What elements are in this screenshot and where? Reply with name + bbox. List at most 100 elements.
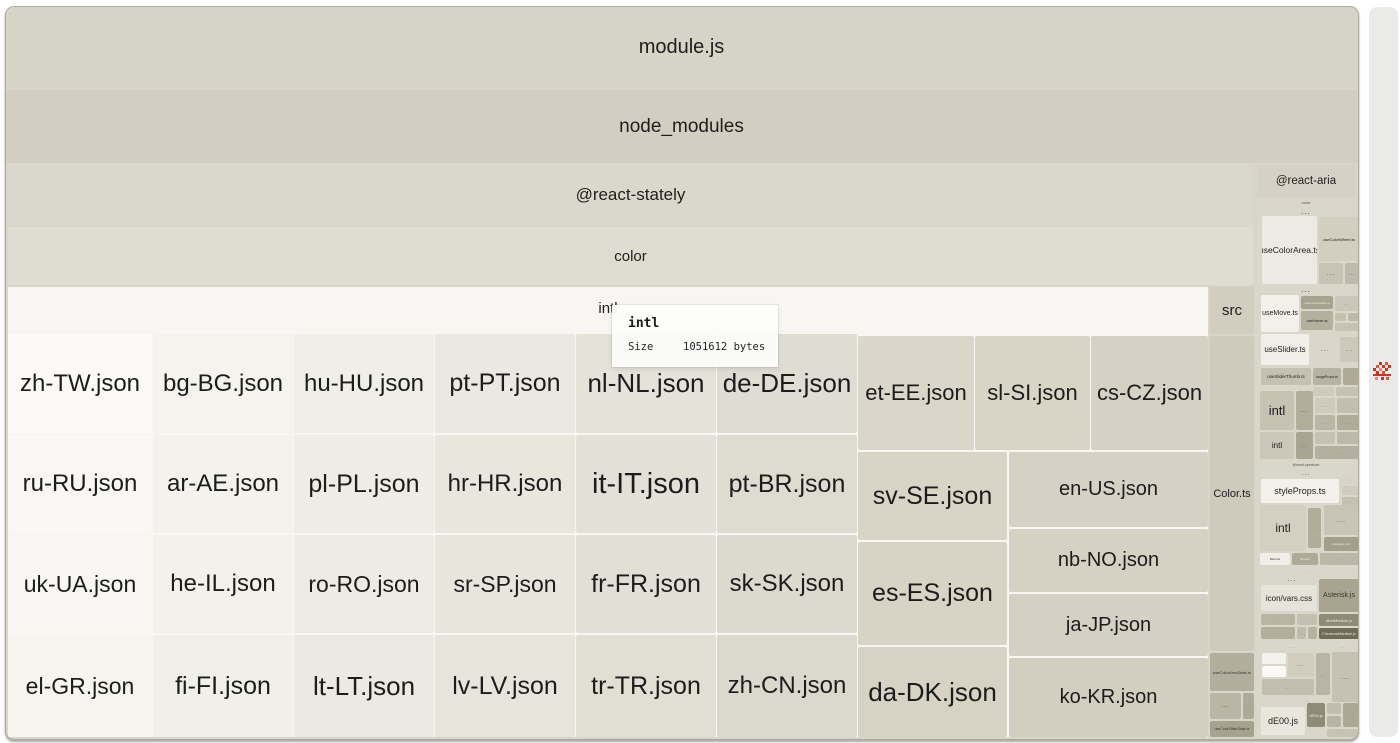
treemap-band-react-aria[interactable]: @react-aria (1257, 164, 1355, 198)
cell-aria-intl-3[interactable]: intl (1260, 505, 1306, 551)
cell-use-move-ts[interactable]: useMove.ts (1261, 295, 1299, 332)
cell-sl-si-json[interactable]: sl-SI.json (975, 336, 1090, 450)
cell-aria-more[interactable]: ... (1315, 415, 1335, 430)
cell-da-dk-json[interactable]: da-DK.json (858, 647, 1007, 737)
cell-aria-more[interactable]: ... (1315, 446, 1358, 459)
cell-use-color-wheel-ts[interactable]: useColorWheel.ts (1319, 217, 1358, 261)
treemap-band-react-stately[interactable]: @react-stately (8, 164, 1253, 225)
cell-lv-lv-json[interactable]: lv-LV.json (435, 635, 575, 737)
treemap-band-module-js[interactable]: module.js (6, 7, 1357, 88)
cell-aria-more[interactable]: ... (1262, 666, 1286, 677)
cell-range-props-ts[interactable]: rangeProps.ts (1313, 368, 1341, 385)
cell-aria-more[interactable]: ... (1337, 415, 1358, 430)
cell-style-props-ts[interactable]: styleProps.ts (1261, 479, 1339, 503)
cell-aria-more[interactable]: ... (1327, 703, 1341, 714)
cell-pl-pl-json[interactable]: pl-PL.json (294, 435, 434, 533)
cell-aria-more[interactable]: ... (1343, 368, 1358, 385)
cell-sr-sp-json[interactable]: sr-SP.json (435, 535, 575, 633)
cell-de-de-json[interactable]: de-DE.json (717, 334, 857, 433)
cell-aria-more[interactable]: ... (1288, 653, 1314, 677)
cell-ja-jp-json[interactable]: ja-JP.json (1009, 594, 1208, 656)
cell-aria-more[interactable]: ... (1296, 432, 1313, 459)
cell-aria-more[interactable]: ... (1262, 679, 1314, 695)
cell-src-more[interactable]: ... (1210, 693, 1241, 719)
cell-icon-vars-css[interactable]: icon/vars.css (1261, 585, 1317, 611)
cell-aria-more[interactable]: ... (1336, 387, 1358, 396)
cell-sv-se-json[interactable]: sv-SE.json (858, 452, 1007, 540)
cell-aria-more[interactable]: ... (1297, 627, 1306, 639)
cell-aria-more[interactable]: ... (1319, 263, 1343, 284)
cell-tr-tr-json[interactable]: tr-TR.json (576, 635, 716, 737)
cell-checkmark-medium-js[interactable]: CheckmarkMedium.js (1319, 628, 1358, 639)
cell-use-color-area-ts[interactable]: useColorArea.ts (1262, 216, 1317, 284)
cell-use-hover-ts[interactable]: useHover.ts (1301, 311, 1333, 330)
cell-aria-more[interactable]: ... (1316, 653, 1330, 695)
cell-zh-tw-json[interactable]: zh-TW.json (8, 334, 152, 433)
cell-he-il-json[interactable]: he-IL.json (153, 535, 293, 633)
cell-pt-br-json[interactable]: pt-BR.json (717, 435, 857, 533)
cell-fr-fr-json[interactable]: fr-FR.json (576, 535, 716, 633)
cell-package-json[interactable]: package.json (1324, 537, 1358, 551)
cell-bg-bg-json[interactable]: bg-BG.json (153, 334, 293, 433)
cell-aria-more[interactable]: ... (1337, 398, 1358, 413)
cell-aria-more[interactable]: ... (1332, 652, 1358, 702)
cell-en-us-json[interactable]: en-US.json (1009, 452, 1208, 527)
cell-hu-hu-json[interactable]: hu-HU.json (294, 334, 434, 433)
cell-aria-more[interactable]: ... (1320, 553, 1358, 565)
cell-ru-ru-json[interactable]: ru-RU.json (8, 435, 152, 533)
cell-aria-more[interactable]: ... (1261, 614, 1295, 625)
cell-es-es-json[interactable]: es-ES.json (858, 542, 1007, 645)
cell-aria-more[interactable]: ... (1342, 497, 1358, 506)
cell-use-color-area-state-ts[interactable]: useColorAreaState.ts (1210, 653, 1254, 691)
cell-aria-more[interactable]: ... (1343, 703, 1358, 727)
cell-src-more-small[interactable]: ... (1243, 693, 1254, 719)
cell-aria-more[interactable]: ... (1327, 716, 1341, 727)
cell-aria-more[interactable]: ... (1342, 486, 1358, 495)
cell-nb-no-json[interactable]: nb-NO.json (1009, 529, 1208, 592)
cell-aria-more[interactable]: ... (1296, 391, 1313, 430)
cell-ko-kr-json[interactable]: ko-KR.json (1009, 658, 1208, 737)
cell-hr-hr-json[interactable]: hr-HR.json (435, 435, 575, 533)
treemap-band-src[interactable]: src (1210, 287, 1254, 334)
cell-aria-more[interactable]: ... (1297, 614, 1317, 625)
cell-asterisk-js[interactable]: Asterisk.js (1319, 579, 1358, 612)
cell-aria-intl-2[interactable]: intl (1260, 432, 1294, 459)
cell-aria-more[interactable]: ... (1315, 432, 1335, 444)
cell-ar-ae-json[interactable]: ar-AE.json (153, 435, 293, 533)
cell-aria-intl-1[interactable]: intl (1260, 391, 1294, 430)
cell-aria-more[interactable]: ... (1308, 508, 1321, 548)
cell-aria-more[interactable]: ... (1335, 323, 1358, 331)
cell-pt-pt-json[interactable]: pt-PT.json (435, 334, 575, 433)
treemap-band-node-modules[interactable]: node_modules (6, 90, 1357, 163)
cell-aria-more[interactable]: ... (1342, 475, 1358, 484)
cell-use-color-slider-state-ts[interactable]: useColorSliderState.ts (1210, 721, 1254, 737)
cell-use-focus-visible-ts[interactable]: useFocusVisible.ts (1301, 296, 1333, 309)
cell-aria-more[interactable]: ... (1312, 337, 1338, 362)
cell-et-ee-json[interactable]: et-EE.json (858, 336, 974, 450)
cell-aria-more[interactable]: ... (1308, 627, 1317, 639)
cell-use-slider-ts[interactable]: useSlider.ts (1261, 334, 1309, 365)
cell-aria-more[interactable]: ... (1345, 263, 1358, 284)
cell-aria-more[interactable]: ... (1315, 398, 1335, 413)
cell-aria-more[interactable]: ... (1348, 313, 1358, 321)
cell-aria-more[interactable]: ... (1261, 627, 1295, 639)
cell-de94-js[interactable]: dE94.js (1307, 703, 1325, 727)
cell-alert-medium-js[interactable]: AlertMedium.js (1319, 614, 1358, 626)
cell-de00-js[interactable]: dE00.js (1261, 707, 1305, 735)
cell-color-ts[interactable]: Color.ts (1210, 336, 1254, 651)
cell-flex-tsx[interactable]: Flex.tsx (1260, 553, 1290, 565)
cell-aria-more[interactable]: ... (1327, 729, 1358, 737)
cell-aria-more[interactable]: ... (1262, 653, 1286, 664)
cell-zh-cn-json[interactable]: zh-CN.json (717, 635, 857, 737)
cell-aria-more[interactable]: ... (1324, 505, 1358, 535)
cell-cs-cz-json[interactable]: cs-CZ.json (1091, 336, 1208, 450)
cell-sk-sk-json[interactable]: sk-SK.json (717, 535, 857, 633)
cell-lt-lt-json[interactable]: lt-LT.json (294, 635, 434, 737)
cell-aria-more[interactable]: ... (1340, 337, 1358, 362)
cell-ro-ro-json[interactable]: ro-RO.json (294, 535, 434, 633)
cell-uk-ua-json[interactable]: uk-UA.json (8, 535, 152, 633)
cell-aria-more[interactable]: ... (1337, 432, 1358, 444)
cell-it-it-json[interactable]: it-IT.json (576, 435, 716, 533)
cell-el-gr-json[interactable]: el-GR.json (8, 635, 152, 737)
treemap-band-color[interactable]: color (8, 227, 1253, 285)
